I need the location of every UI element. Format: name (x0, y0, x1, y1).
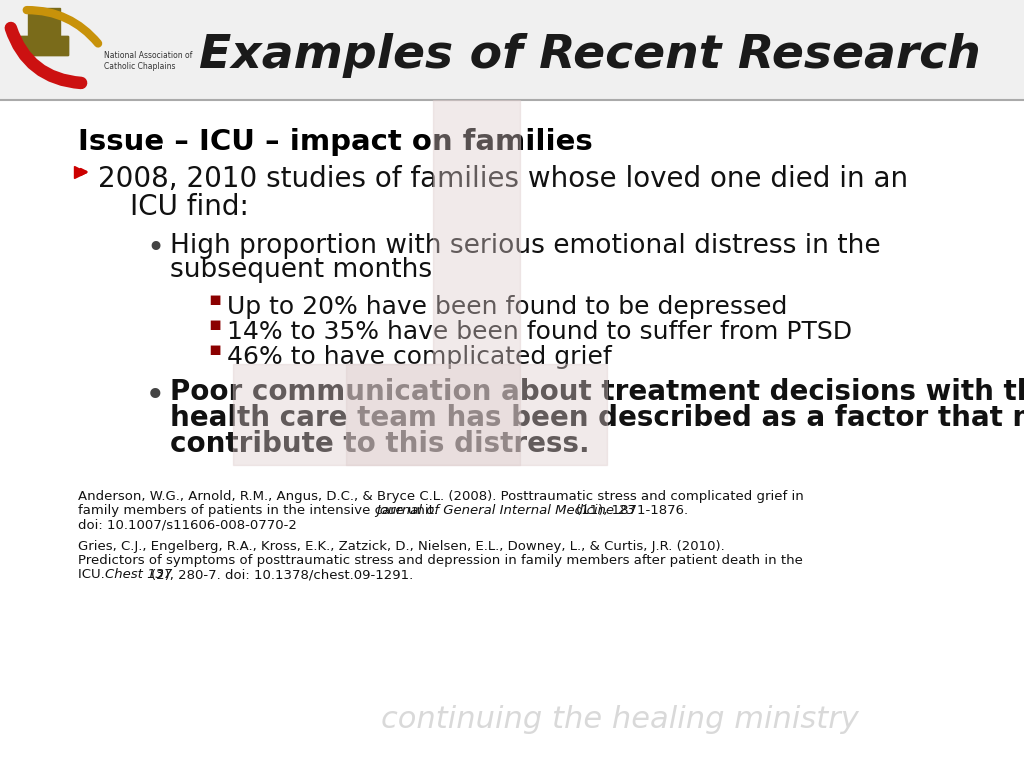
Polygon shape (20, 8, 68, 55)
Text: (2), 280-7. doi: 10.1378/chest.09-1291.: (2), 280-7. doi: 10.1378/chest.09-1291. (152, 568, 414, 581)
FancyArrowPatch shape (27, 10, 98, 44)
Text: Issue – ICU – impact on families: Issue – ICU – impact on families (78, 128, 593, 156)
Polygon shape (346, 100, 520, 465)
Text: Examples of Recent Research: Examples of Recent Research (199, 32, 981, 78)
Text: Chest 137: Chest 137 (105, 568, 172, 581)
Text: family members of patients in the intensive care unit.: family members of patients in the intens… (78, 504, 442, 517)
Text: High proportion with serious emotional distress in the: High proportion with serious emotional d… (170, 233, 881, 259)
Text: •: • (144, 379, 165, 413)
Polygon shape (20, 37, 68, 55)
Text: continuing the healing ministry: continuing the healing ministry (381, 706, 859, 734)
Text: 2008, 2010 studies of families whose loved one died in an: 2008, 2010 studies of families whose lov… (98, 165, 908, 193)
Text: •: • (146, 234, 164, 263)
Text: Anderson, W.G., Arnold, R.M., Angus, D.C., & Bryce C.L. (2008). Posttraumatic st: Anderson, W.G., Arnold, R.M., Angus, D.C… (78, 490, 804, 503)
FancyArrowPatch shape (11, 28, 81, 83)
Text: doi: 10.1007/s11606-008-0770-2: doi: 10.1007/s11606-008-0770-2 (78, 518, 297, 531)
Text: ICU.: ICU. (78, 568, 109, 581)
Text: National Association of
Catholic Chaplains: National Association of Catholic Chaplai… (103, 51, 193, 71)
Text: subsequent months: subsequent months (170, 257, 432, 283)
Text: (11), 1871-1876.: (11), 1871-1876. (577, 504, 688, 517)
Polygon shape (233, 364, 607, 465)
Bar (0, 0, 1024, 100)
Text: health care team has been described as a factor that may: health care team has been described as a… (170, 404, 1024, 432)
Text: 14% to 35% have been found to suffer from PTSD: 14% to 35% have been found to suffer fro… (227, 320, 852, 344)
Text: Predictors of symptoms of posttraumatic stress and depression in family members : Predictors of symptoms of posttraumatic … (78, 554, 803, 567)
Text: Journal of General Internal Medicine 23: Journal of General Internal Medicine 23 (376, 504, 635, 517)
Text: Poor communication about treatment decisions with the: Poor communication about treatment decis… (170, 378, 1024, 406)
Text: 46% to have complicated grief: 46% to have complicated grief (227, 345, 611, 369)
Text: contribute to this distress.: contribute to this distress. (170, 430, 590, 458)
Text: ▪: ▪ (208, 315, 221, 334)
Text: Up to 20% have been found to be depressed: Up to 20% have been found to be depresse… (227, 295, 787, 319)
Text: Gries, C.J., Engelberg, R.A., Kross, E.K., Zatzick, D., Nielsen, E.L., Downey, L: Gries, C.J., Engelberg, R.A., Kross, E.K… (78, 540, 725, 553)
Text: ▪: ▪ (208, 340, 221, 359)
Text: ICU find:: ICU find: (130, 193, 249, 221)
Text: ▪: ▪ (208, 290, 221, 309)
